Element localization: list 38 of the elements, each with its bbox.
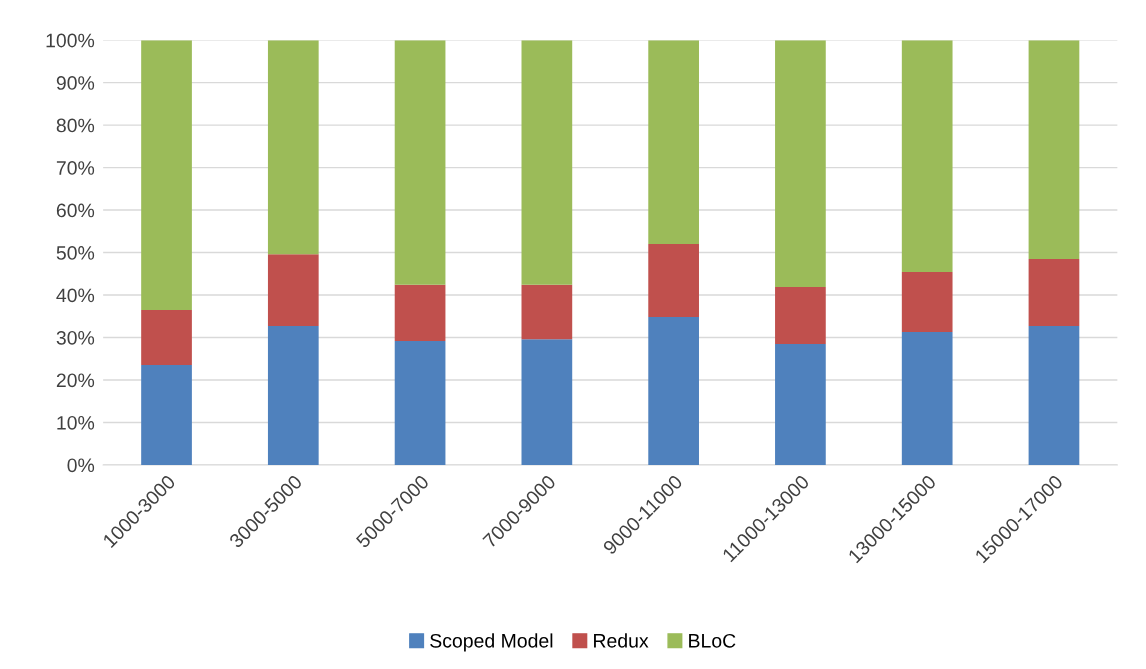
bar: [1028, 258, 1080, 327]
bar: [901, 331, 953, 465]
bar: [1028, 40, 1080, 259]
legend-label: BLoC: [689, 633, 736, 648]
y-tick-label: 10%: [57, 415, 95, 430]
bar: [648, 244, 699, 318]
bar: [521, 284, 573, 340]
y-tick-label: 40%: [56, 288, 95, 303]
bar: [775, 286, 826, 344]
bar: [521, 40, 573, 285]
bar: [648, 40, 699, 245]
bar: [141, 365, 192, 465]
y-tick-label: 100%: [46, 33, 95, 48]
bar: [141, 309, 192, 366]
y-tick-label: 30%: [56, 330, 95, 345]
bar: [394, 40, 446, 285]
y-tick-label: 20%: [56, 373, 95, 388]
bar: [775, 40, 826, 287]
legend-label: Scoped Model: [430, 633, 553, 652]
bar: [648, 317, 699, 465]
y-tick-label: 60%: [56, 203, 95, 218]
bar: [901, 40, 953, 273]
y-tick-label: 70%: [56, 161, 95, 175]
bar: [901, 272, 953, 332]
bar: [267, 40, 319, 255]
y-tick-label: 0%: [67, 458, 95, 473]
bar: [521, 339, 573, 465]
y-tick-label: 90%: [56, 76, 95, 90]
y-tick-label: 80%: [56, 118, 95, 133]
bar: [267, 326, 319, 465]
y-tick-label: 50%: [56, 246, 95, 260]
legend-label: Redux: [594, 633, 649, 648]
bar: [267, 254, 319, 327]
bar: [394, 284, 446, 341]
bar: [775, 343, 826, 465]
bar: [394, 340, 446, 465]
bar: [1028, 326, 1080, 465]
bar: [141, 40, 192, 310]
